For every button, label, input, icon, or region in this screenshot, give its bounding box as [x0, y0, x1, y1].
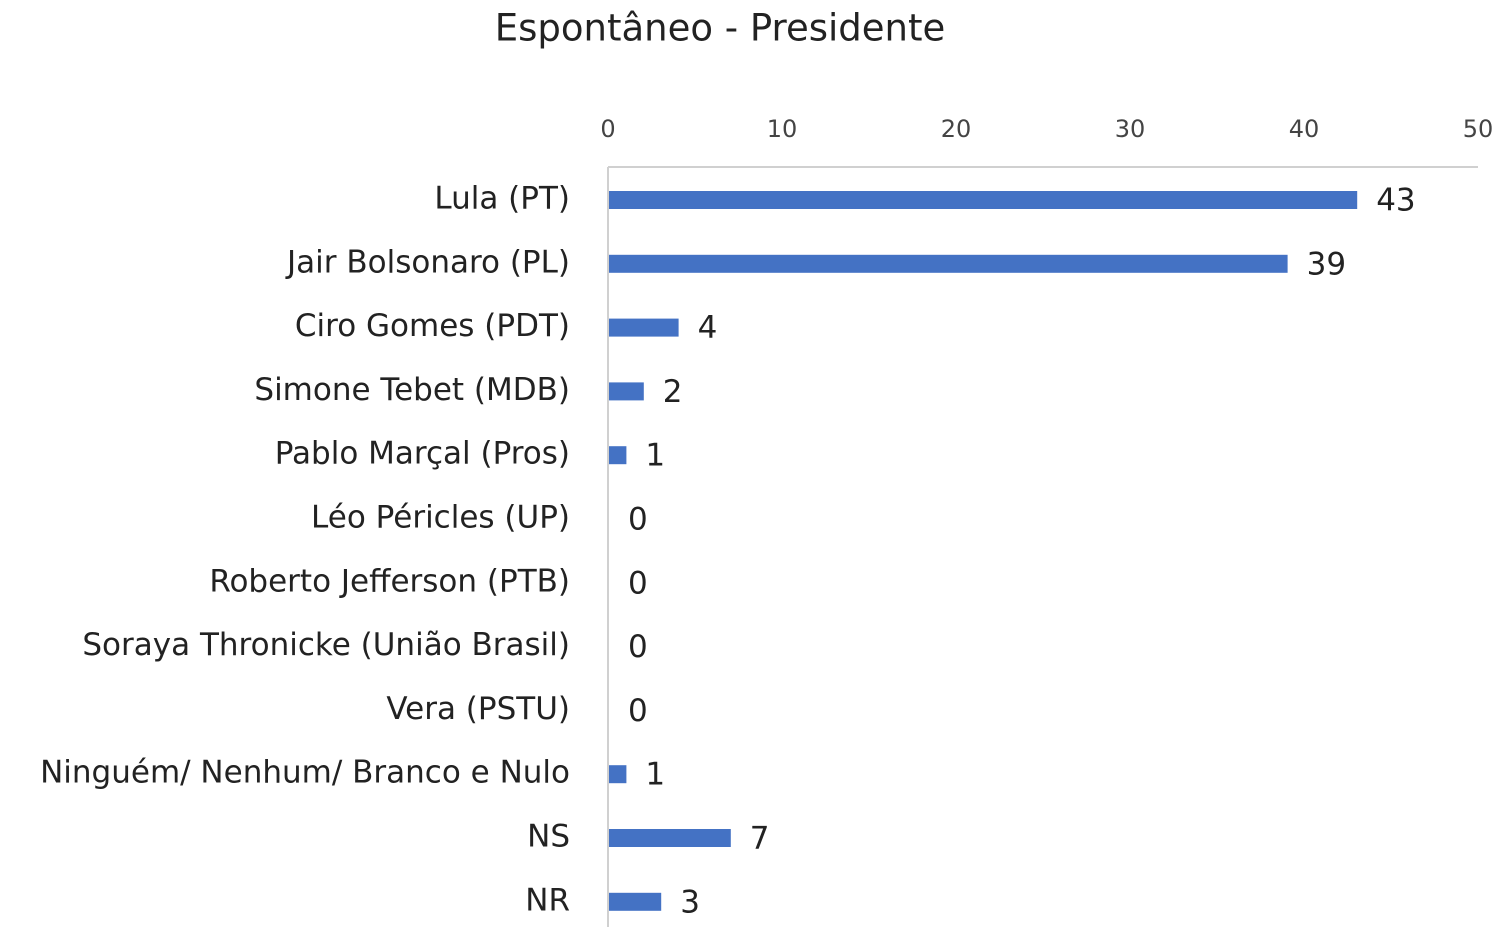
value-label: 1: [645, 757, 665, 793]
y-tick-label: Jair Bolsonaro (PL): [285, 244, 570, 280]
x-tick-label: 40: [1289, 115, 1320, 143]
y-tick-label: Ciro Gomes (PDT): [295, 308, 570, 344]
bar: [609, 829, 731, 847]
x-tick-label: 20: [941, 115, 972, 143]
y-tick-label: Soraya Thronicke (União Brasil): [82, 627, 570, 663]
bar: [609, 382, 644, 401]
value-label: 1: [645, 438, 665, 474]
value-label: 0: [628, 565, 648, 601]
x-tick-label: 0: [600, 115, 615, 143]
y-tick-label: Simone Tebet (MDB): [254, 372, 570, 408]
bar: [609, 318, 679, 337]
value-label: 39: [1307, 246, 1346, 282]
value-label: 43: [1376, 183, 1415, 219]
value-label: 7: [750, 821, 770, 857]
y-tick-label: Pablo Marçal (Pros): [275, 436, 570, 472]
y-tick-label: Lula (PT): [434, 181, 570, 217]
x-tick-label: 50: [1463, 115, 1494, 143]
bar: [609, 191, 1358, 209]
value-label: 0: [628, 693, 648, 729]
bar: [609, 254, 1288, 273]
value-label: 0: [628, 502, 648, 538]
value-label: 2: [663, 374, 683, 410]
value-label: 3: [680, 884, 700, 920]
y-tick-label: NS: [527, 819, 570, 855]
y-tick-label: Roberto Jefferson (PTB): [209, 563, 570, 599]
y-tick-label: Ninguém/ Nenhum/ Branco e Nulo: [40, 755, 570, 791]
x-tick-label: 10: [767, 115, 798, 143]
y-tick-label: NR: [525, 882, 570, 918]
bar: [609, 446, 627, 465]
y-tick-label: Vera (PSTU): [386, 691, 570, 727]
value-label: 0: [628, 629, 648, 665]
y-tick-label: Léo Péricles (UP): [311, 500, 570, 536]
x-tick-label: 30: [1115, 115, 1146, 143]
bar: [609, 892, 662, 911]
chart-title: Espontâneo - Presidente: [495, 7, 946, 50]
bar: [609, 765, 627, 784]
value-label: 4: [698, 310, 718, 346]
